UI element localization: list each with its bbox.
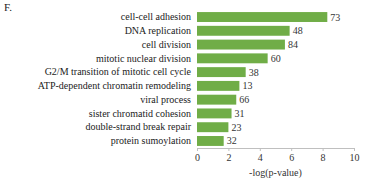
y-tick: viral process xyxy=(140,94,197,105)
y-tick: cell division xyxy=(142,39,197,50)
category-label: mitotic nuclear division xyxy=(96,53,191,64)
x-tick: 0 xyxy=(195,148,200,163)
y-tick: cell-cell adhesion xyxy=(121,11,197,22)
bar xyxy=(197,136,224,146)
count-label: 84 xyxy=(288,39,298,50)
bar xyxy=(197,67,246,77)
chart: 73488460381366312332cell-cell adhesionDN… xyxy=(0,0,378,184)
bar xyxy=(197,12,327,22)
y-tick: G2/M transition of mitotic cell cycle xyxy=(45,66,197,77)
x-axis-line xyxy=(198,149,355,152)
count-label: 60 xyxy=(271,53,281,64)
count-label: 38 xyxy=(249,67,259,78)
x-tick-label: 4 xyxy=(258,152,263,163)
count-label: 31 xyxy=(235,108,245,119)
bar xyxy=(197,40,285,50)
count-label: 73 xyxy=(330,12,340,23)
x-tick-mark xyxy=(291,148,292,151)
bar xyxy=(197,122,228,132)
bar xyxy=(197,81,239,91)
category-label: G2/M transition of mitotic cell cycle xyxy=(45,66,192,77)
count-label: 13 xyxy=(242,80,252,91)
x-tick-mark xyxy=(354,148,355,151)
x-tick-mark xyxy=(228,148,229,151)
category-label: double-strand break repair xyxy=(85,121,191,132)
category-label: cell division xyxy=(142,39,191,50)
category-label: protein sumoylation xyxy=(111,135,191,146)
x-tick-label: 0 xyxy=(195,152,200,163)
y-tick: mitotic nuclear division xyxy=(96,53,197,64)
count-label: 23 xyxy=(231,122,241,133)
category-label: sister chromatid cohesion xyxy=(89,108,191,119)
count-label: 48 xyxy=(293,25,303,36)
x-tick-mark xyxy=(260,148,261,151)
category-label: viral process xyxy=(140,94,191,105)
x-axis-title: -log(p-value) xyxy=(249,167,302,179)
x-tick: 2 xyxy=(226,148,231,163)
x-tick: 8 xyxy=(321,148,326,163)
x-tick-mark xyxy=(197,148,198,151)
y-tick: protein sumoylation xyxy=(111,135,197,146)
y-axis: cell-cell adhesion DNA replication cell di… xyxy=(38,11,197,146)
count-label: 66 xyxy=(239,94,249,105)
bar xyxy=(197,95,236,105)
title: F. xyxy=(4,1,12,13)
x-tick: 10 xyxy=(350,148,360,163)
x-tick: 6 xyxy=(289,148,294,163)
x-tick-mark xyxy=(323,148,324,151)
x-tick-label: 10 xyxy=(350,152,360,163)
x-tick-label: 2 xyxy=(226,152,231,163)
y-tick: sister chromatid cohesion xyxy=(89,108,197,119)
y-tick: double-strand break repair xyxy=(85,121,197,132)
x-tick: 4 xyxy=(258,148,263,163)
count-label: 32 xyxy=(227,135,237,146)
x-tick-label: 8 xyxy=(321,152,326,163)
category-label: ATP-dependent chromatin remodeling xyxy=(38,80,191,91)
category-label: DNA replication xyxy=(125,25,191,36)
y-tick: DNA replication xyxy=(125,25,197,36)
plot: 73488460381366312332cell-cell adhesionDN… xyxy=(38,11,360,163)
bar xyxy=(197,26,290,36)
bars xyxy=(197,12,327,146)
y-tick: ATP-dependent chromatin remodeling xyxy=(38,80,197,91)
x-axis: 0 2 4 6 8 10 xyxy=(195,148,360,163)
x-tick-label: 6 xyxy=(289,152,294,163)
category-label: cell-cell adhesion xyxy=(121,11,191,22)
bar xyxy=(197,53,268,63)
bar xyxy=(197,108,232,118)
